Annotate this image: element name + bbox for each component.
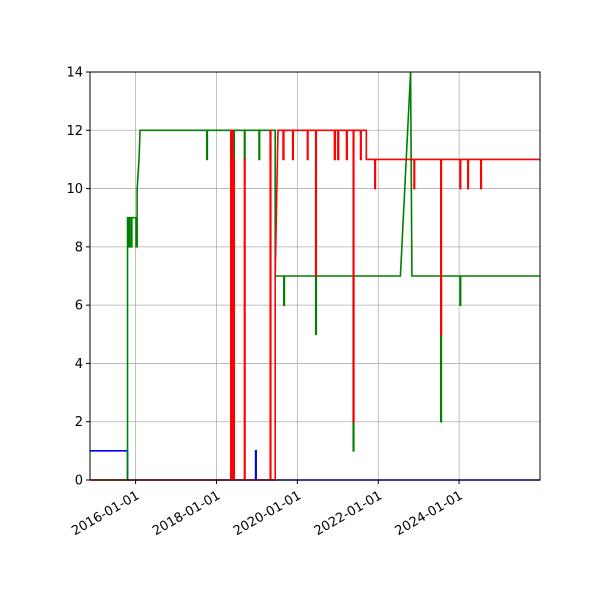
y-tick-label: 6 xyxy=(75,299,83,314)
y-tick-label: 14 xyxy=(66,66,83,81)
y-tick-label: 10 xyxy=(66,182,83,197)
plot-area-frame xyxy=(89,71,541,481)
y-tick-label: 2 xyxy=(75,415,83,430)
series-lines xyxy=(90,71,540,481)
y-tick-label: 4 xyxy=(75,357,83,372)
series-line xyxy=(90,129,540,481)
y-tick-label: 0 xyxy=(75,474,83,489)
y-tick-label: 8 xyxy=(75,240,83,255)
y-tick-label: 12 xyxy=(66,124,83,139)
